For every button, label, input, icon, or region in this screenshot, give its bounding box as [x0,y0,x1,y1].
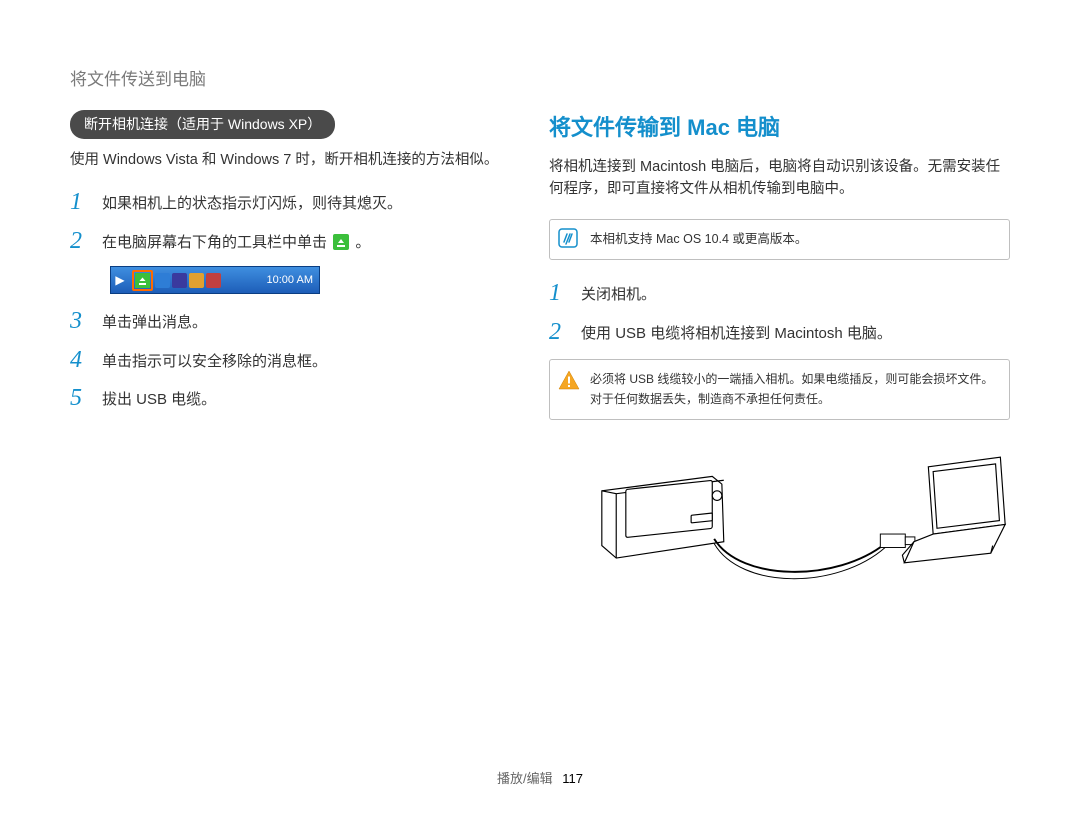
intro-text-left: 使用 Windows Vista 和 Windows 7 时，断开相机连接的方法… [70,149,509,171]
footer-section: 播放/编辑 [497,771,553,786]
system-tray [129,270,224,291]
step-text: 单击指示可以安全移除的消息框。 [102,347,327,374]
step-text: 关闭相机。 [581,280,656,307]
step-number: 2 [549,319,575,345]
highlighted-tray-icon [132,270,153,291]
warning-box: 必须将 USB 线缆较小的一端插入相机。如果电缆插反，则可能会损坏文件。对于任何… [549,359,1010,419]
tray-icon [206,273,221,288]
step-text: 在电脑屏幕右下角的工具栏中单击 。 [102,228,370,255]
safely-remove-icon [333,234,349,250]
tray-icon-remove-hardware [135,273,150,288]
step-text: 使用 USB 电缆将相机连接到 Macintosh 电脑。 [581,319,892,346]
taskbar-clock: 10:00 AM [267,274,319,286]
left-steps-cont: 3 单击弹出消息。 4 单击指示可以安全移除的消息框。 5 拔出 USB 电缆。 [70,308,509,412]
connection-diagram [549,438,1010,597]
warning-text: 必须将 USB 线缆较小的一端插入相机。如果电缆插反，则可能会损坏文件。对于任何… [590,372,993,405]
step-text: 如果相机上的状态指示灯闪烁，则待其熄灭。 [102,189,402,216]
page-header: 将文件传送到电脑 [70,65,1010,90]
tray-icon [189,273,204,288]
step-number: 3 [70,308,96,334]
warning-icon [558,370,580,390]
page-footer: 播放/编辑 117 [0,768,1080,787]
step-number: 4 [70,347,96,373]
note-box: 本相机支持 Mac OS 10.4 或更高版本。 [549,219,1010,260]
tray-icon [172,273,187,288]
note-text: 本相机支持 Mac OS 10.4 或更高版本。 [590,232,807,246]
step-number: 2 [70,228,96,254]
windows-taskbar: ▶ 10:00 AM [110,266,320,294]
step-number: 1 [70,189,96,215]
right-steps: 1 关闭相机。 2 使用 USB 电缆将相机连接到 Macintosh 电脑。 [549,280,1010,345]
step-text: 拔出 USB 电缆。 [102,385,216,412]
right-column: 将文件传输到 Mac 电脑 将相机连接到 Macintosh 电脑后，电脑将自动… [549,110,1010,596]
content-columns: 断开相机连接（适用于 Windows XP） 使用 Windows Vista … [70,110,1010,596]
section-pill: 断开相机连接（适用于 Windows XP） [70,110,335,139]
step-number: 5 [70,385,96,411]
tray-expand-icon: ▶ [111,273,129,287]
tray-icon [155,273,170,288]
note-icon [558,228,578,248]
left-column: 断开相机连接（适用于 Windows XP） 使用 Windows Vista … [70,110,509,596]
step-2-prefix: 在电脑屏幕右下角的工具栏中单击 [102,234,331,251]
step-text: 单击弹出消息。 [102,308,207,335]
taskbar-screenshot: ▶ 10:00 AM [110,266,509,294]
step-2-suffix: 。 [355,234,370,251]
section-title-mac: 将文件传输到 Mac 电脑 [549,110,1010,142]
left-steps: 1 如果相机上的状态指示灯闪烁，则待其熄灭。 2 在电脑屏幕右下角的工具栏中单击… [70,189,509,254]
page: 将文件传送到电脑 断开相机连接（适用于 Windows XP） 使用 Windo… [0,0,1080,815]
page-number: 117 [562,771,583,786]
intro-text-right: 将相机连接到 Macintosh 电脑后，电脑将自动识别该设备。无需安装任何程序… [549,156,1010,201]
step-number: 1 [549,280,575,306]
